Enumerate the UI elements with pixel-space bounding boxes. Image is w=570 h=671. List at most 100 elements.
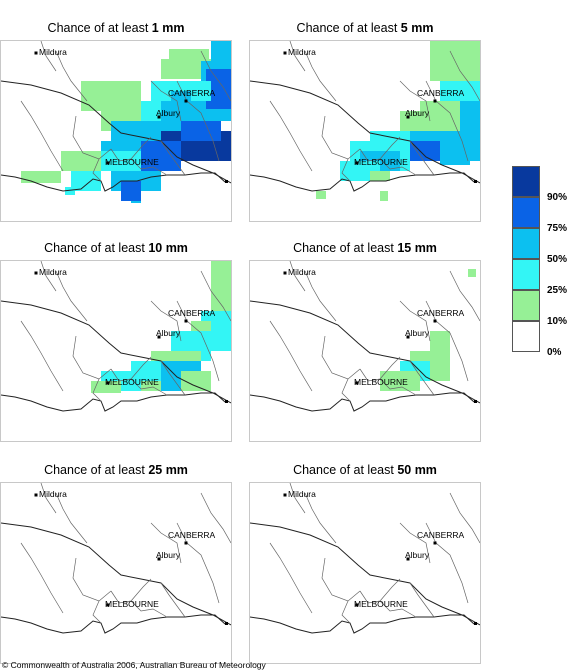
state-border-line <box>1 300 231 404</box>
legend-label-10: 10% <box>547 316 568 327</box>
panel-title: Chance of at least 15 mm <box>249 241 481 255</box>
district-boundary <box>72 557 112 602</box>
town-marker <box>474 180 477 183</box>
district-boundary <box>341 600 351 624</box>
town-marker <box>355 603 359 607</box>
district-boundary <box>20 100 64 172</box>
place-label-melbourne: MELBOURNE <box>105 377 159 387</box>
place-label-albury: Albury <box>405 108 430 118</box>
town-marker <box>406 335 410 339</box>
title-amount: 1 mm <box>151 21 185 35</box>
town-marker <box>34 51 38 55</box>
probability-cell <box>91 151 141 171</box>
town-marker <box>225 180 228 183</box>
district-boundary <box>449 50 480 102</box>
district-boundary <box>92 378 102 402</box>
district-boundary <box>55 270 88 322</box>
district-boundary <box>200 50 231 102</box>
district-boundary <box>321 115 361 160</box>
probability-cell <box>181 371 211 391</box>
district-boundary <box>200 270 231 322</box>
legend-label-75: 75% <box>547 223 568 234</box>
place-label-canberra: CANBERRA <box>417 308 465 318</box>
district-boundary <box>409 360 435 396</box>
title-amount: 10 mm <box>148 241 188 255</box>
town-marker <box>283 51 287 55</box>
map-canvas: Mildura CANBERRA Albury MELBOURNE <box>1 261 231 412</box>
probability-cell <box>211 261 231 321</box>
district-boundary <box>40 41 57 72</box>
district-boundary <box>40 483 57 514</box>
town-marker <box>355 161 359 165</box>
copyright-footer: © Commonwealth of Australia 2006, Austra… <box>2 660 266 670</box>
title-amount: 15 mm <box>397 241 437 255</box>
place-label-mildura: Mildura <box>39 47 67 57</box>
district-boundary <box>425 522 469 604</box>
legend-label-25: 25% <box>547 285 568 296</box>
panel-25mm: Chance of at least 25 mm <box>0 460 232 642</box>
probability-cell <box>191 81 211 101</box>
title-amount: 5 mm <box>400 21 434 35</box>
district-boundary <box>20 542 64 614</box>
district-boundary <box>130 158 168 176</box>
panel-1mm: Chance of at least 1 mm <box>0 18 232 200</box>
state-border-line <box>1 522 231 626</box>
place-label-canberra: CANBERRA <box>417 530 465 540</box>
place-label-canberra: CANBERRA <box>168 88 216 98</box>
town-marker <box>474 622 477 625</box>
probability-cell <box>440 151 470 165</box>
district-boundary <box>304 50 337 102</box>
district-boundary <box>55 492 88 544</box>
legend-label-90: 90% <box>547 192 568 203</box>
district-boundary <box>130 378 168 396</box>
district-boundary <box>176 80 220 162</box>
state-border-line <box>250 522 480 626</box>
coastline <box>1 172 226 192</box>
map-1mm: Mildura CANBERRA Albury MELBOURNE <box>0 40 232 222</box>
district-boundary <box>20 320 64 392</box>
probability-cell <box>65 187 75 195</box>
district-boundary <box>55 50 88 102</box>
legend-swatch-0 <box>512 321 540 352</box>
legend-swatch-10 <box>512 290 540 321</box>
place-label-melbourne: MELBOURNE <box>105 157 159 167</box>
district-boundary <box>269 320 313 392</box>
district-boundary <box>321 557 361 602</box>
district-boundary <box>321 335 361 380</box>
coastline <box>250 172 475 192</box>
town-marker <box>106 381 110 385</box>
map-canvas: Mildura CANBERRA Albury MELBOURNE <box>250 483 480 634</box>
town-marker <box>184 319 188 323</box>
probability-cell <box>380 191 388 201</box>
coastline <box>250 614 475 634</box>
place-label-albury: Albury <box>405 328 430 338</box>
district-boundary <box>72 115 112 160</box>
title-amount: 25 mm <box>148 463 188 477</box>
district-boundary <box>304 492 337 544</box>
town-marker <box>157 335 161 339</box>
place-label-mildura: Mildura <box>39 489 67 499</box>
place-label-canberra: CANBERRA <box>168 308 216 318</box>
town-marker <box>34 271 38 275</box>
place-label-mildura: Mildura <box>288 489 316 499</box>
coastline <box>1 392 226 412</box>
state-border-line <box>1 80 231 184</box>
district-boundary <box>92 158 102 182</box>
place-label-melbourne: MELBOURNE <box>354 157 408 167</box>
district-boundary <box>449 270 480 322</box>
state-border-line <box>250 80 480 184</box>
probability-cell <box>316 191 326 199</box>
town-marker <box>106 603 110 607</box>
map-5mm: Mildura CANBERRA Albury MELBOURNE <box>249 40 481 222</box>
town-marker <box>225 622 228 625</box>
district-boundary <box>150 80 182 122</box>
probability-cell <box>400 111 440 131</box>
district-boundary <box>200 492 231 544</box>
title-prefix: Chance of at least <box>47 21 149 35</box>
town-marker <box>474 400 477 403</box>
title-prefix: Chance of at least <box>44 463 145 477</box>
map-canvas: Mildura CANBERRA Albury MELBOURNE <box>250 261 480 412</box>
map-25mm: Mildura CANBERRA Albury MELBOURNE <box>0 482 232 664</box>
district-boundary <box>269 542 313 614</box>
district-boundary <box>130 600 168 618</box>
